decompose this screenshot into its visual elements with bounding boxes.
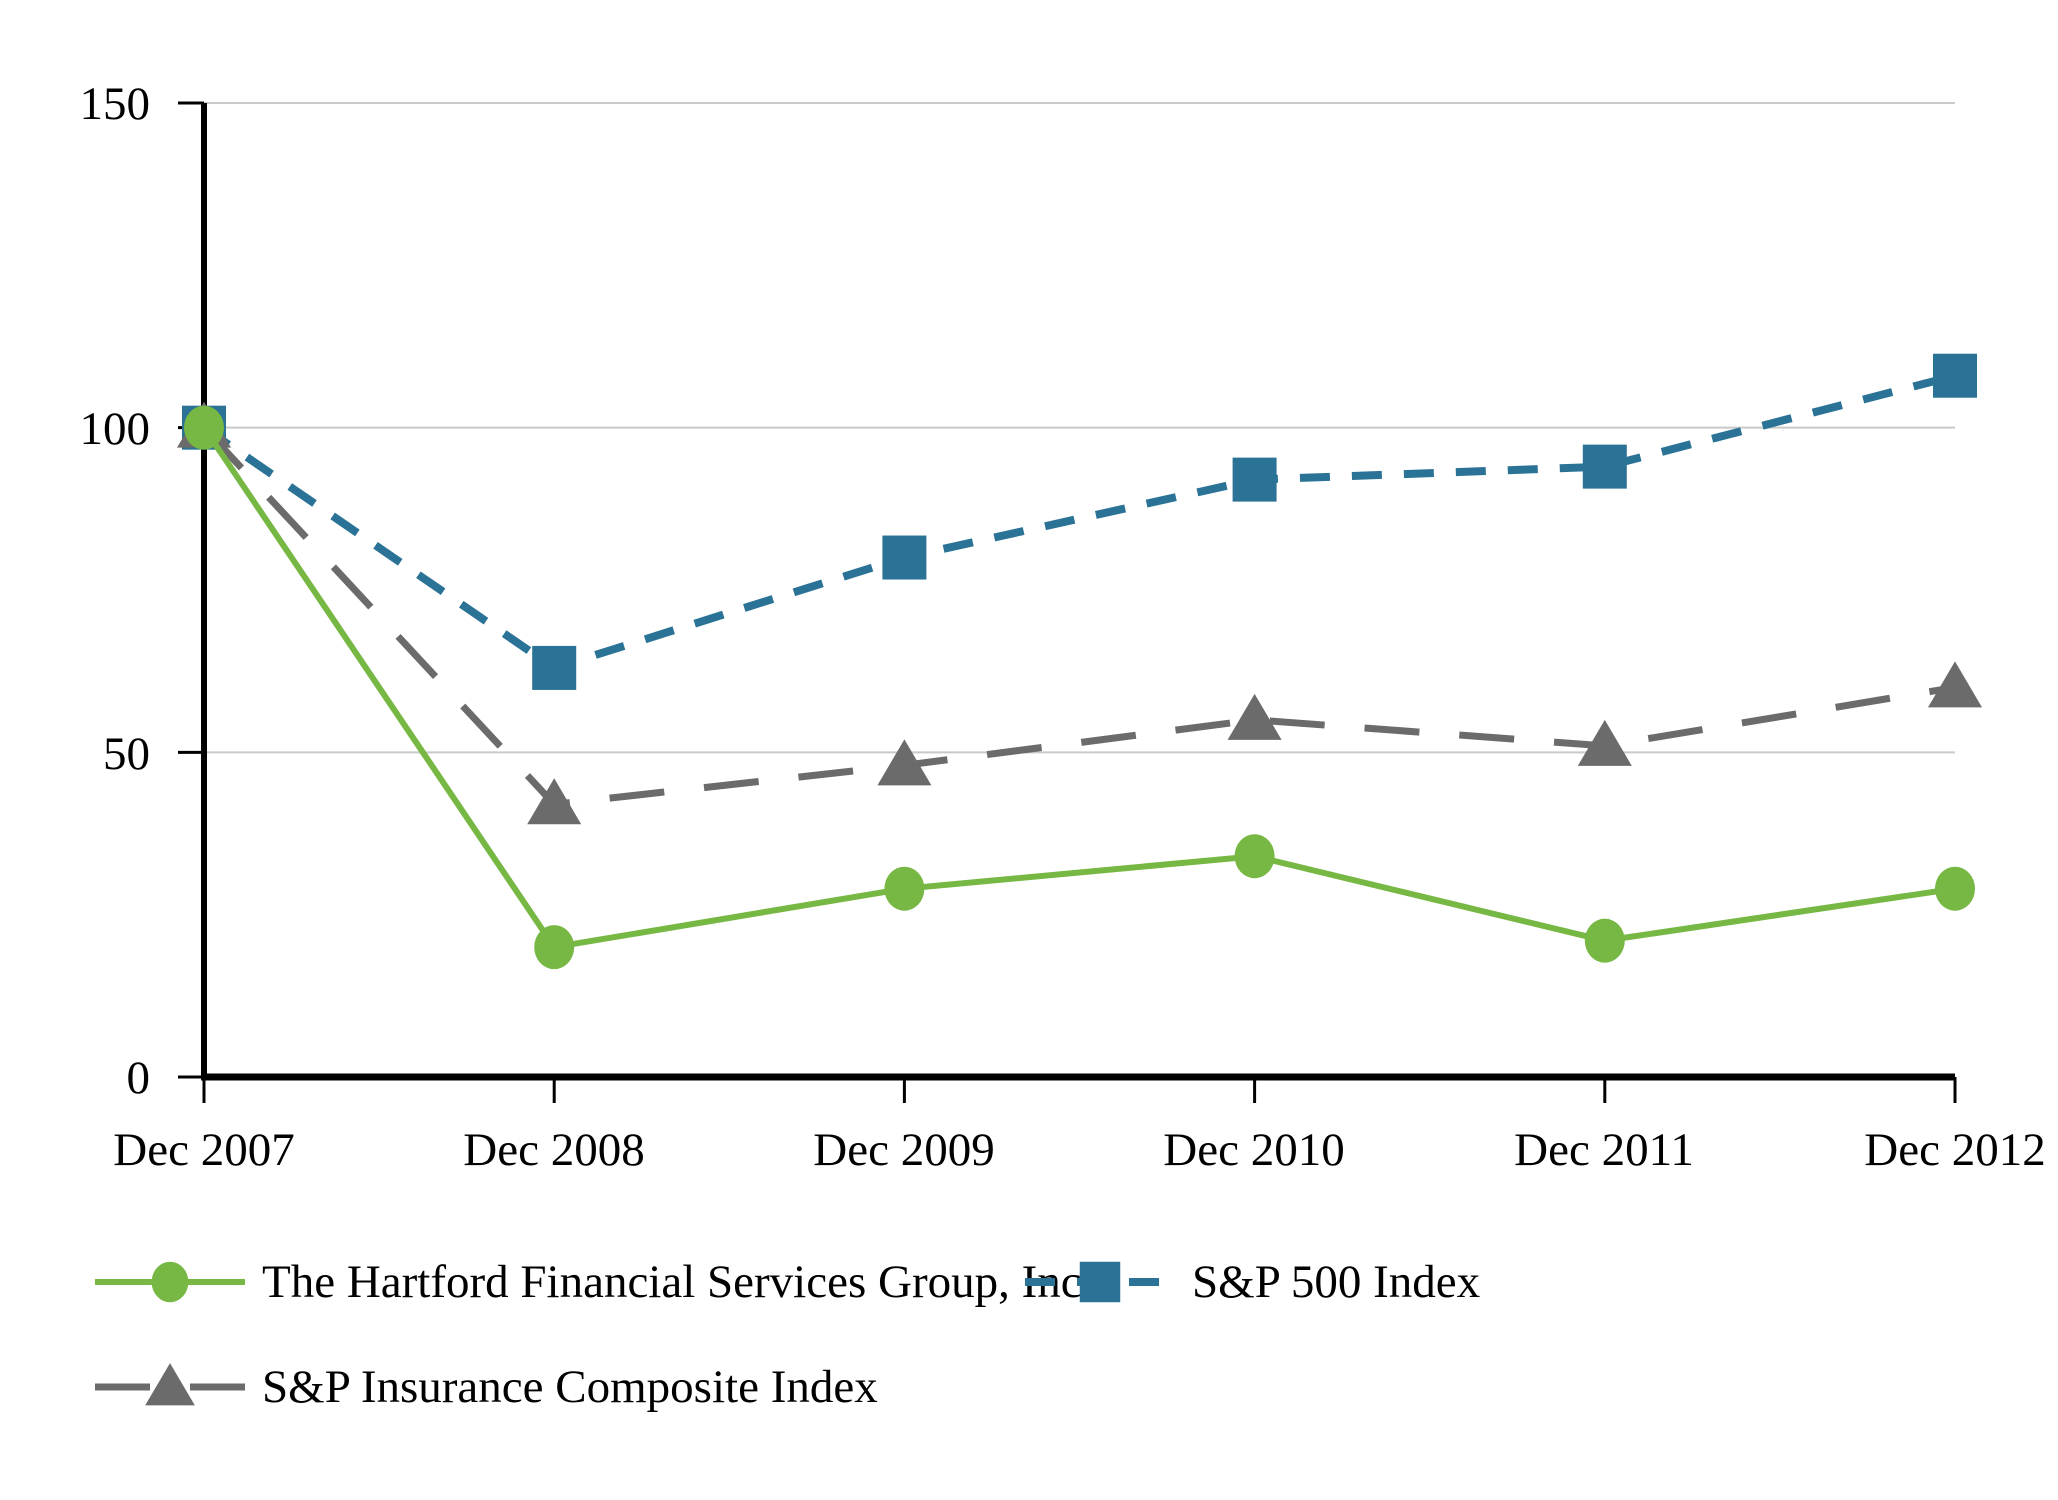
- y-tick-label-0: 0: [127, 1052, 151, 1104]
- marker-square-sp500-4: [1582, 444, 1627, 489]
- x-tick-label-dec-2007: Dec 2007: [113, 1124, 294, 1176]
- y-tick-label-50: 50: [103, 728, 150, 780]
- marker-circle-hartford-2: [884, 866, 925, 911]
- y-tick-label-150: 150: [80, 78, 151, 130]
- hartford-line-circle-swatch: [95, 1261, 245, 1303]
- marker-square-sp500-1: [532, 645, 577, 690]
- marker-circle-hartford-0: [184, 405, 224, 450]
- legend-marker-square-sp500: [1079, 1261, 1121, 1303]
- x-tick-label-dec-2012: Dec 2012: [1864, 1124, 2045, 1176]
- series-line-insurance: [201, 425, 1956, 808]
- series-line-sp500: [201, 371, 1957, 673]
- legend-marker-triangle-insurance: [145, 1363, 195, 1406]
- marker-triangle-insurance-5: [1928, 661, 1982, 708]
- y-tick-label-100: 100: [80, 403, 151, 455]
- legend-item-insurance-composite: S&P Insurance Composite Index: [95, 1355, 878, 1419]
- marker-triangle-insurance-2: [877, 739, 932, 786]
- series-line-hartford: [201, 425, 1956, 951]
- legend-label-sp500: S&P 500 Index: [1192, 1256, 1481, 1308]
- legend-marker-circle-hartford: [151, 1261, 189, 1303]
- marker-square-sp500-2: [882, 535, 927, 580]
- marker-circle-hartford-4: [1584, 918, 1625, 963]
- x-tick-label-dec-2010: Dec 2010: [1163, 1124, 1344, 1176]
- legend-item-hartford: The Hartford Financial Services Group, I…: [95, 1250, 1093, 1314]
- sp500-line-square-swatch: [1025, 1261, 1175, 1303]
- marker-circle-hartford-1: [534, 925, 575, 970]
- x-tick-label-dec-2011: Dec 2011: [1514, 1124, 1694, 1176]
- marker-square-sp500-3: [1232, 457, 1277, 502]
- legend-label-insurance-composite: S&P Insurance Composite Index: [262, 1361, 878, 1413]
- plot-layer: [177, 101, 1982, 1103]
- marker-triangle-insurance-4: [1577, 719, 1632, 766]
- legend-item-sp500: S&P 500 Index: [1025, 1250, 1480, 1314]
- insurance-line-triangle-swatch: [95, 1363, 245, 1406]
- marker-square-sp500-5: [1933, 353, 1977, 398]
- x-tick-label-dec-2009: Dec 2009: [813, 1124, 994, 1176]
- performance-line-chart: 150 100 50 0 Dec 2007 Dec 2008 Dec 2009 …: [80, 78, 2046, 1176]
- x-tick-label-dec-2008: Dec 2008: [463, 1124, 644, 1176]
- marker-triangle-insurance-3: [1227, 693, 1282, 740]
- marker-circle-hartford-5: [1935, 866, 1975, 911]
- marker-triangle-insurance-1: [527, 778, 582, 825]
- marker-circle-hartford-3: [1234, 834, 1275, 879]
- legend-label-hartford: The Hartford Financial Services Group, I…: [262, 1256, 1094, 1308]
